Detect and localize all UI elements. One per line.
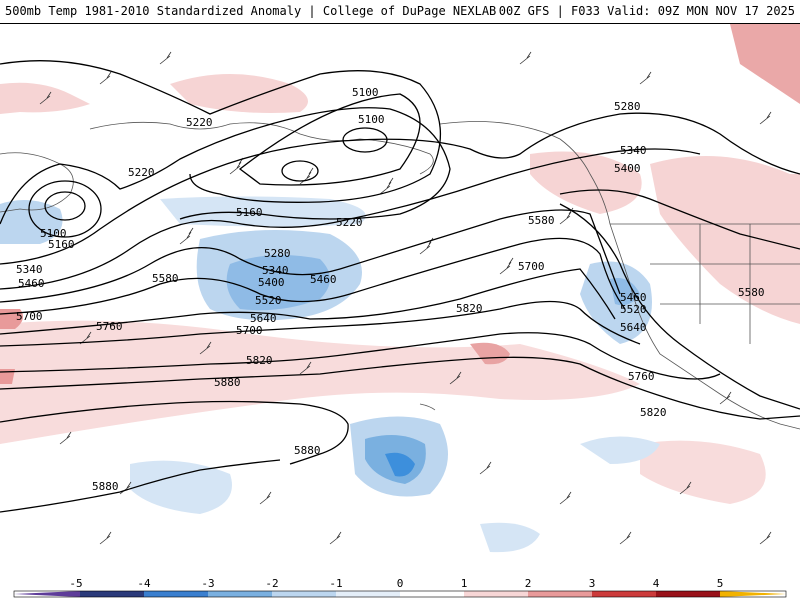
- colorbar-tick-label: 4: [653, 577, 660, 590]
- colorbar-swatch: [400, 591, 464, 597]
- contour-label: 5520: [620, 303, 647, 316]
- contour-label: 5880: [294, 444, 321, 457]
- colorbar-tick-label: 3: [589, 577, 596, 590]
- colorbar-tick-label: 1: [461, 577, 468, 590]
- contour-label: 5820: [246, 354, 273, 367]
- contour-label: 5820: [640, 406, 667, 419]
- colorbar-swatches: [13, 590, 787, 598]
- map-header: 500mb Temp 1981-2010 Standardized Anomal…: [0, 0, 800, 24]
- colorbar-swatch: [656, 591, 720, 597]
- colorbar-tick-label: -5: [69, 577, 82, 590]
- cold-anomaly-area: [385, 452, 415, 477]
- contour-label: 5760: [96, 320, 123, 333]
- warm-anomaly-area: [0, 369, 15, 384]
- colorbar-swatch: [464, 591, 528, 597]
- anomaly-shading: [0, 24, 800, 553]
- colorbar-tick-label: -3: [201, 577, 214, 590]
- contour-label: 5580: [528, 214, 555, 227]
- contour-label: 5880: [92, 480, 119, 493]
- colorbar-swatch: [144, 591, 208, 597]
- colorbar-tick-label: -1: [329, 577, 342, 590]
- contour-label: 5400: [614, 162, 641, 175]
- colorbar-swatch: [272, 591, 336, 597]
- warm-anomaly-area: [730, 24, 800, 104]
- map-title: 500mb Temp 1981-2010 Standardized Anomal…: [5, 4, 497, 18]
- colorbar-tick-label: 2: [525, 577, 532, 590]
- contour-label: 5640: [250, 312, 277, 325]
- map-svg: 5100 5100 5100 5160 5160 5220 5220 5220 …: [0, 24, 800, 553]
- warm-anomaly-area: [530, 151, 642, 214]
- height-contours: [0, 60, 800, 513]
- contour-label: 5760: [628, 370, 655, 383]
- contour-label: 5460: [310, 273, 337, 286]
- contour-label: 5340: [262, 264, 289, 277]
- colorbar-swatch: [592, 591, 656, 597]
- contour-label: 5160: [236, 206, 263, 219]
- warm-anomaly-area: [650, 156, 800, 324]
- colorbar-swatch: [528, 591, 592, 597]
- warm-anomaly-area: [0, 320, 640, 444]
- contour-labels: 5100 5100 5100 5160 5160 5220 5220 5220 …: [16, 86, 765, 493]
- warm-anomaly-area: [170, 74, 308, 113]
- contour-label: 5100: [40, 227, 67, 240]
- warm-anomaly-area: [0, 82, 90, 114]
- map-canvas[interactable]: 5100 5100 5100 5160 5160 5220 5220 5220 …: [0, 24, 800, 576]
- contour-label: 5460: [18, 277, 45, 290]
- contour-label: 5700: [236, 324, 263, 337]
- colorbar-tick-label: -4: [137, 577, 151, 590]
- colorbar-swatch: [80, 591, 144, 597]
- colorbar-tick-label: -2: [265, 577, 278, 590]
- cold-anomaly-area: [480, 522, 540, 553]
- cold-anomaly-area: [130, 460, 232, 514]
- colorbar-ticks: -5 -4 -3 -2 -1 0 1 2 3 4 5: [69, 577, 723, 590]
- warm-anomaly-area: [640, 440, 766, 504]
- valid-time: 00Z GFS | F033 Valid: 09Z MON NOV 17 202…: [498, 4, 795, 18]
- cold-anomaly-area: [580, 436, 660, 464]
- colorbar-swatch: [336, 591, 400, 597]
- contour-label: 5520: [255, 294, 282, 307]
- contour-label: 5220: [128, 166, 155, 179]
- contour-label: 5280: [614, 100, 641, 113]
- contour-label: 5580: [152, 272, 179, 285]
- colorbar-tick-label: 5: [717, 577, 724, 590]
- contour-label: 5340: [16, 263, 43, 276]
- contour-label: 5700: [518, 260, 545, 273]
- contour-label: 5280: [264, 247, 291, 260]
- contour-label: 5220: [186, 116, 213, 129]
- colorbar-swatch: [720, 591, 786, 597]
- contour-label: 5820: [456, 302, 483, 315]
- contour-label: 5400: [258, 276, 285, 289]
- contour-label: 5160: [48, 238, 75, 251]
- contour-label: 5220: [336, 216, 363, 229]
- colorbar-svg: -5 -4 -3 -2 -1 0 1 2 3 4 5: [13, 577, 787, 598]
- contour-label: 5640: [620, 321, 647, 334]
- colorbar-swatch: [208, 591, 272, 597]
- coastlines: [0, 121, 800, 430]
- contour-label: 5580: [738, 286, 765, 299]
- contour-label: 5100: [358, 113, 385, 126]
- contour-label: 5880: [214, 376, 241, 389]
- contour-label: 5700: [16, 310, 43, 323]
- contour-label: 5460: [620, 291, 647, 304]
- cold-anomaly-area: [226, 255, 330, 311]
- colorbar-swatch: [14, 591, 80, 597]
- contour-label: 5340: [620, 144, 647, 157]
- warm-anomaly-area: [470, 342, 510, 365]
- contour-label: 5100: [352, 86, 379, 99]
- colorbar-tick-label: 0: [397, 577, 404, 590]
- colorbar: -5 -4 -3 -2 -1 0 1 2 3 4 5: [0, 576, 800, 600]
